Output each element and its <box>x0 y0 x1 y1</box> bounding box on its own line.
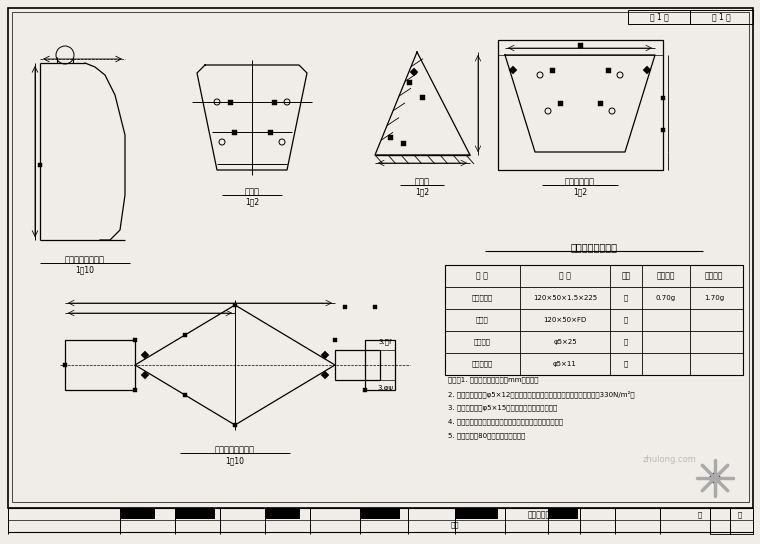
Bar <box>661 96 665 100</box>
Text: 3.双f: 3.双f <box>378 339 391 345</box>
Bar <box>373 305 377 309</box>
Text: φ5×11: φ5×11 <box>553 361 577 367</box>
Bar <box>232 129 236 134</box>
Polygon shape <box>410 68 418 76</box>
Text: 反射最大视图: 反射最大视图 <box>565 177 595 187</box>
Text: 120×50×FD: 120×50×FD <box>543 317 587 323</box>
Text: 5. 及光片采用80微微辅助利及光片。: 5. 及光片采用80微微辅助利及光片。 <box>448 432 525 440</box>
Bar <box>63 363 67 367</box>
Text: 页: 页 <box>698 512 702 518</box>
Bar <box>265 509 300 519</box>
Text: 附着式轮廓标（二）: 附着式轮廓标（二） <box>527 510 568 520</box>
Bar <box>333 338 337 342</box>
Bar <box>661 128 665 132</box>
Text: 轮廓标灯壳: 轮廓标灯壳 <box>471 295 492 301</box>
Polygon shape <box>509 66 517 74</box>
Text: 1：2: 1：2 <box>573 188 587 196</box>
Text: 规 格: 规 格 <box>559 271 571 281</box>
Text: zhulong.com: zhulong.com <box>643 455 697 465</box>
Bar <box>407 79 411 84</box>
Bar <box>628 10 690 24</box>
Text: 0.70g: 0.70g <box>656 295 676 301</box>
Text: 次: 次 <box>738 512 742 518</box>
Text: 轮廓板安装立面图: 轮廓板安装立面图 <box>65 256 105 264</box>
Bar <box>730 508 753 534</box>
Bar <box>133 388 137 392</box>
Bar <box>343 305 347 309</box>
Text: 轮廓板支架展开图: 轮廓板支架展开图 <box>215 446 255 454</box>
Text: 片: 片 <box>624 339 628 345</box>
Bar <box>38 163 42 167</box>
Text: 1.70g: 1.70g <box>704 295 724 301</box>
Text: 1：10: 1：10 <box>75 265 94 275</box>
Text: 3.φψ: 3.φψ <box>377 385 393 391</box>
Bar <box>445 265 743 375</box>
Text: 附件: 附件 <box>451 522 459 528</box>
Text: 2. 天花片与支架由φ5×12的平圆头镀锌钢螺打连接，支架连接螺栓强度为330N/m²；: 2. 天花片与支架由φ5×12的平圆头镀锌钢螺打连接，支架连接螺栓强度为330N… <box>448 390 635 398</box>
Text: 片: 片 <box>624 361 628 367</box>
Text: φ5×25: φ5×25 <box>553 339 577 345</box>
Bar <box>183 333 187 337</box>
Bar <box>65 340 135 390</box>
Bar <box>606 67 610 72</box>
Bar <box>363 388 367 392</box>
Bar <box>420 95 425 100</box>
Bar <box>498 40 663 170</box>
Bar <box>268 129 273 134</box>
Text: 片: 片 <box>624 295 628 301</box>
Text: 反光片: 反光片 <box>476 317 489 323</box>
Bar <box>710 508 730 534</box>
Text: 截断图: 截断图 <box>414 177 429 187</box>
Bar <box>401 140 406 145</box>
Text: 片: 片 <box>624 317 628 323</box>
Bar <box>360 509 400 519</box>
Bar <box>455 509 498 519</box>
Bar <box>271 100 277 104</box>
Polygon shape <box>643 66 651 74</box>
Text: 4. 辅助辅助辅助含反光光片，中央辅助辅助辅助色及反光；: 4. 辅助辅助辅助含反光光片，中央辅助辅助辅助色及反光； <box>448 419 563 425</box>
Text: 说明：1. 图中标注尺寸单位为mm未注明。: 说明：1. 图中标注尺寸单位为mm未注明。 <box>448 376 539 384</box>
Text: 固定螺栓: 固定螺栓 <box>473 339 490 345</box>
Text: 总水数量: 总水数量 <box>657 271 675 281</box>
Text: 单位: 单位 <box>622 271 631 281</box>
Polygon shape <box>141 351 149 359</box>
Polygon shape <box>321 351 329 359</box>
Text: 数水数量: 数水数量 <box>705 271 724 281</box>
Text: 立面图: 立面图 <box>245 188 259 196</box>
Polygon shape <box>321 371 329 379</box>
Bar <box>549 67 555 72</box>
Text: 平圆头螺钉: 平圆头螺钉 <box>471 361 492 367</box>
Text: 第 1 页: 第 1 页 <box>650 13 668 22</box>
Text: 1：2: 1：2 <box>415 188 429 196</box>
Bar <box>365 340 395 390</box>
Bar <box>335 350 380 380</box>
Text: 轮廓标材料数量表: 轮廓标材料数量表 <box>571 242 617 252</box>
Text: 名 称: 名 称 <box>476 271 488 281</box>
Bar <box>120 509 155 519</box>
Bar <box>578 42 582 47</box>
Polygon shape <box>141 371 149 379</box>
Bar <box>183 393 187 397</box>
Bar <box>233 303 237 307</box>
Bar <box>558 101 562 106</box>
Text: 共 1 页: 共 1 页 <box>711 13 730 22</box>
Text: 1：10: 1：10 <box>226 456 245 466</box>
Bar <box>133 338 137 342</box>
Text: 3. 辅助木托面用φ5×15圆圆螺钉嵌入混凝土面孔；: 3. 辅助木托面用φ5×15圆圆螺钉嵌入混凝土面孔； <box>448 405 557 411</box>
Bar <box>597 101 603 106</box>
Text: 1：2: 1：2 <box>245 197 259 207</box>
Bar <box>175 509 215 519</box>
Bar <box>690 10 753 24</box>
Bar <box>227 100 233 104</box>
Circle shape <box>710 473 720 483</box>
Bar <box>388 134 392 139</box>
Bar <box>233 423 237 427</box>
Bar <box>548 509 578 519</box>
Text: 120×50×1.5×225: 120×50×1.5×225 <box>533 295 597 301</box>
